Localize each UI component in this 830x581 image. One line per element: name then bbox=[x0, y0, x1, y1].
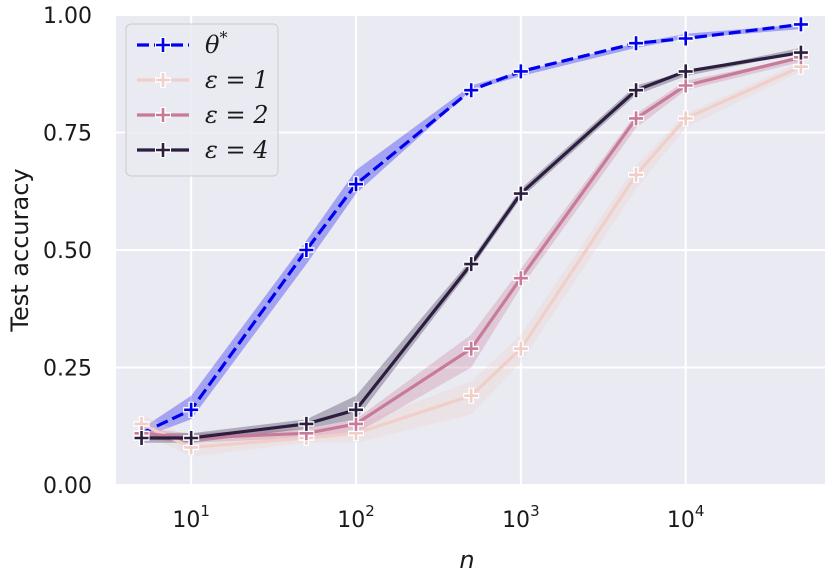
y-tick-label: 0.50 bbox=[43, 239, 92, 264]
y-tick-labels: 0.00 0.25 0.50 0.75 1.00 bbox=[43, 4, 92, 499]
legend-label: ε = 4 bbox=[205, 136, 269, 164]
series-1-point bbox=[298, 242, 315, 258]
series-4-point bbox=[298, 415, 315, 432]
legend-marker bbox=[155, 72, 171, 88]
y-axis-label: Test accuracy bbox=[6, 168, 34, 332]
series-1-point bbox=[677, 30, 694, 47]
x-tick-label: 103 bbox=[502, 502, 540, 533]
legend-marker bbox=[155, 107, 171, 123]
legend-marker bbox=[155, 142, 171, 158]
series-3-point bbox=[677, 77, 694, 94]
y-tick-label: 0.00 bbox=[43, 474, 92, 499]
legend-label: θ* bbox=[205, 28, 227, 59]
series-4-point bbox=[628, 82, 645, 99]
series-1-point bbox=[792, 16, 809, 33]
series-3-point bbox=[348, 415, 365, 432]
x-tick-label: 104 bbox=[667, 502, 705, 533]
y-tick-label: 0.25 bbox=[43, 357, 92, 382]
series-4-point bbox=[512, 185, 529, 202]
series-4-point bbox=[133, 430, 150, 446]
legend-label: ε = 2 bbox=[205, 101, 269, 129]
series-2-point bbox=[628, 166, 645, 183]
legend: θ* ε = 1 ε = 2 ε = 4 bbox=[125, 23, 279, 177]
legend-box bbox=[125, 23, 279, 177]
series-4-point bbox=[463, 256, 480, 273]
series-1-point bbox=[183, 401, 200, 418]
series-2-point bbox=[463, 387, 480, 404]
legend-label: ε = 1 bbox=[205, 66, 269, 94]
series-markers bbox=[133, 16, 809, 456]
x-tick-label: 102 bbox=[337, 502, 375, 533]
series-1-point bbox=[348, 176, 365, 193]
series-1-point bbox=[512, 63, 529, 80]
x-tick-label: 101 bbox=[172, 502, 210, 533]
series-1-point bbox=[628, 35, 645, 52]
series-4-point bbox=[348, 401, 365, 418]
series-4-point bbox=[183, 430, 200, 446]
series-2-band bbox=[141, 62, 801, 457]
series-1-point bbox=[463, 82, 480, 99]
series-4-point bbox=[677, 63, 694, 80]
legend-marker bbox=[155, 37, 171, 53]
y-tick-label: 0.75 bbox=[43, 122, 92, 147]
series-3-band bbox=[141, 57, 801, 443]
series-3-point bbox=[628, 110, 645, 127]
legend-entry: ε = 4 bbox=[137, 136, 269, 164]
legend-entry: ε = 1 bbox=[137, 66, 269, 94]
series-2-point bbox=[512, 340, 529, 357]
series-3-point bbox=[463, 340, 480, 357]
confidence-bands bbox=[141, 24, 801, 457]
x-tick-labels: 101 102 103 104 bbox=[172, 502, 704, 533]
series-1-band bbox=[141, 24, 801, 439]
y-tick-label: 1.00 bbox=[43, 4, 92, 29]
legend-entry: θ* bbox=[137, 28, 227, 59]
series-3-point bbox=[512, 270, 529, 287]
series-2-point bbox=[677, 110, 694, 127]
legend-entry: ε = 2 bbox=[137, 101, 269, 129]
series-4-point bbox=[792, 44, 809, 61]
x-axis-label: n bbox=[459, 546, 474, 574]
